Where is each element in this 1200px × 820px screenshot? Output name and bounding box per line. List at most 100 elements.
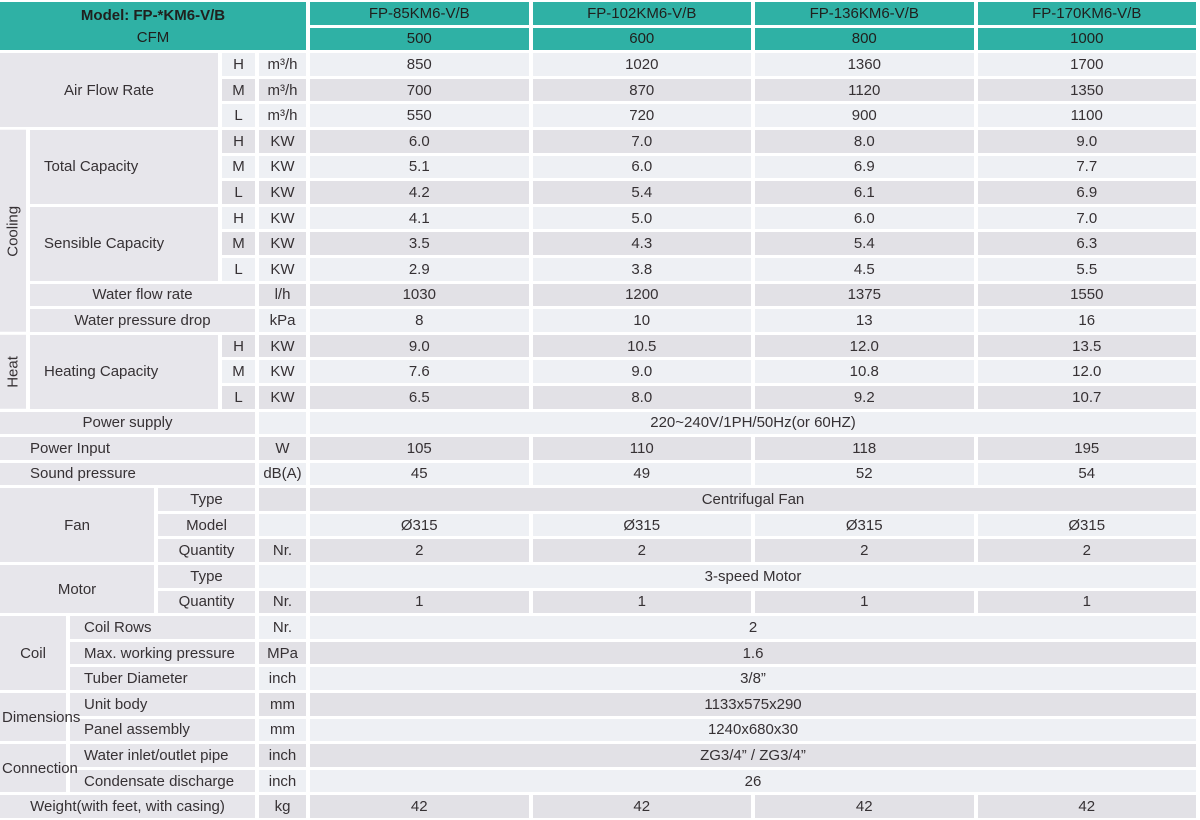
value-cell-water-pipe: ZG3/4” / ZG3/4”: [310, 744, 1196, 767]
row-label-water-pressure-drop: Water pressure drop: [30, 309, 255, 332]
value-cell-fan-type: Centrifugal Fan: [310, 488, 1196, 511]
unit-label: KW: [259, 181, 306, 204]
cfm-value: 600: [532, 27, 751, 51]
row-label-fan-quantity: Quantity: [158, 539, 255, 563]
value-cell: 7.7: [977, 155, 1196, 179]
value-cell: 10: [532, 309, 751, 332]
value-cell: 54: [977, 462, 1196, 486]
column-header: FP-85KM6-V/B: [310, 2, 529, 25]
unit-cell-empty: [259, 513, 306, 537]
unit-label: inch: [259, 769, 306, 793]
value-cell: 13: [755, 309, 974, 332]
group-label-fan: Fan: [0, 488, 154, 563]
value-cell: 52: [755, 462, 974, 486]
speed-label: H: [222, 53, 255, 76]
unit-label: KW: [259, 155, 306, 179]
value-cell: 49: [532, 462, 751, 486]
value-cell: 900: [755, 104, 974, 127]
value-cell-condensate-discharge: 26: [310, 769, 1196, 793]
value-cell: 7.6: [310, 360, 529, 383]
value-cell: 4.1: [310, 206, 529, 230]
value-cell: 2: [310, 539, 529, 563]
value-cell: 4.3: [532, 232, 751, 255]
value-cell: 8.0: [755, 129, 974, 153]
value-cell: 195: [977, 437, 1196, 460]
value-cell: 45: [310, 462, 529, 486]
value-cell: 9.2: [755, 385, 974, 409]
value-cell: 6.3: [977, 232, 1196, 255]
value-cell: 1360: [755, 53, 974, 76]
value-cell: 5.4: [755, 232, 974, 255]
row-label-coil-rows: Coil Rows: [70, 616, 255, 639]
value-cell: 1350: [977, 78, 1196, 102]
value-cell: 1550: [977, 283, 1196, 307]
value-cell-motor-type: 3-speed Motor: [310, 565, 1196, 588]
value-cell: 9.0: [977, 129, 1196, 153]
value-cell: Ø315: [977, 513, 1196, 537]
row-label-water-inlet-outlet-pipe: Water inlet/outlet pipe: [70, 744, 255, 767]
unit-label: KW: [259, 360, 306, 383]
value-cell: 8: [310, 309, 529, 332]
value-cell: 850: [310, 53, 529, 76]
value-cell: 10.5: [532, 334, 751, 358]
value-cell: 3.8: [532, 257, 751, 281]
row-label-tuber-diameter: Tuber Diameter: [70, 667, 255, 691]
speed-label: M: [222, 360, 255, 383]
row-label-power-supply: Power supply: [0, 411, 255, 435]
row-label-motor-quantity: Quantity: [158, 590, 255, 614]
speed-label: L: [222, 257, 255, 281]
row-label-unit-body: Unit body: [70, 693, 255, 716]
value-cell-max-working-pressure: 1.6: [310, 641, 1196, 665]
value-cell: 1: [755, 590, 974, 614]
value-cell: 2.9: [310, 257, 529, 281]
row-label-motor-type: Type: [158, 565, 255, 588]
value-cell: 1120: [755, 78, 974, 102]
value-cell: 6.9: [977, 181, 1196, 204]
speed-label: H: [222, 206, 255, 230]
unit-label: KW: [259, 232, 306, 255]
speed-label: H: [222, 334, 255, 358]
value-cell: 42: [532, 795, 751, 818]
value-cell: 700: [310, 78, 529, 102]
group-label-coil: Coil: [0, 616, 66, 691]
unit-label: MPa: [259, 641, 306, 665]
value-cell: 6.9: [755, 155, 974, 179]
value-cell-power-supply: 220~240V/1PH/50Hz(or 60HZ): [310, 411, 1196, 435]
row-label-fan-type: Type: [158, 488, 255, 511]
value-cell: 1375: [755, 283, 974, 307]
unit-label: KW: [259, 129, 306, 153]
row-label-weight: Weight(with feet, with casing): [0, 795, 255, 818]
value-cell: 10.7: [977, 385, 1196, 409]
value-cell: 5.0: [532, 206, 751, 230]
value-cell: 5.4: [532, 181, 751, 204]
value-cell: 12.0: [977, 360, 1196, 383]
value-cell: 550: [310, 104, 529, 127]
unit-label: m³/h: [259, 78, 306, 102]
column-header: FP-136KM6-V/B: [755, 2, 974, 25]
model-title: Model: FP-*KM6-V/B: [80, 6, 226, 24]
row-label-heating-capacity: Heating Capacity: [30, 334, 218, 409]
value-cell: 1020: [532, 53, 751, 76]
cfm-value: 1000: [977, 27, 1196, 51]
column-header: FP-170KM6-V/B: [977, 2, 1196, 25]
value-cell: 9.0: [532, 360, 751, 383]
group-label-motor: Motor: [0, 565, 154, 614]
value-cell: 10.8: [755, 360, 974, 383]
value-cell-coil-rows: 2: [310, 616, 1196, 639]
value-cell: 16: [977, 309, 1196, 332]
unit-label: inch: [259, 667, 306, 691]
speed-label: H: [222, 129, 255, 153]
unit-label: m³/h: [259, 53, 306, 76]
value-cell: 42: [755, 795, 974, 818]
row-label-sensible-capacity: Sensible Capacity: [30, 206, 218, 281]
value-cell: 13.5: [977, 334, 1196, 358]
unit-label: KW: [259, 334, 306, 358]
row-label-fan-model: Model: [158, 513, 255, 537]
value-cell-panel-assembly: 1240x680x30: [310, 718, 1196, 742]
cfm-label: CFM: [136, 28, 170, 46]
value-cell: 1100: [977, 104, 1196, 127]
unit-cell-empty: [259, 488, 306, 511]
column-header: FP-102KM6-V/B: [532, 2, 751, 25]
row-label-power-input: Power Input: [0, 437, 255, 460]
